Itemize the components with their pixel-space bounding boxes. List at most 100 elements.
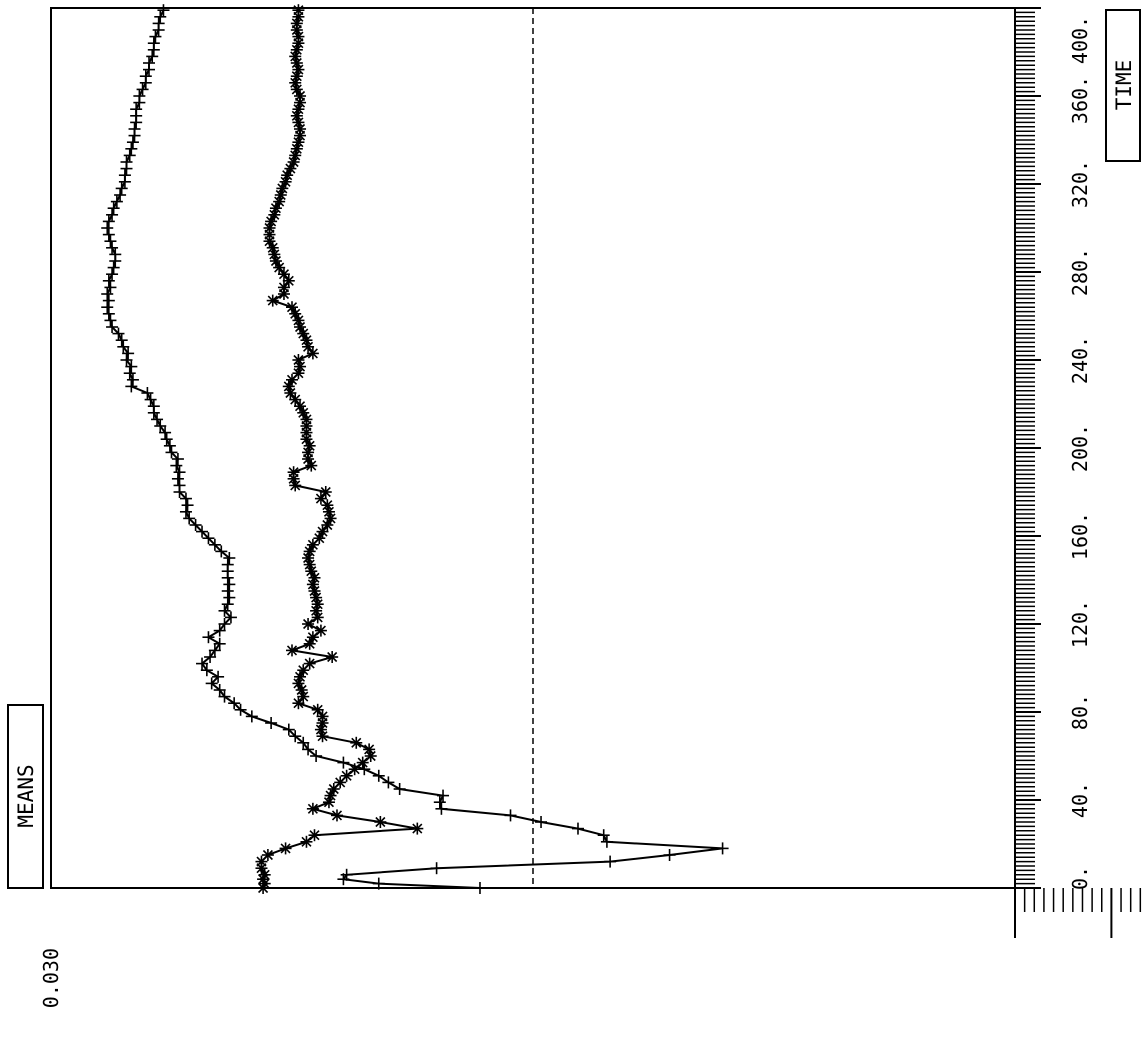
data-point-plus (106, 268, 119, 281)
data-point-asterisk (310, 604, 323, 617)
data-point-plus (223, 552, 236, 564)
data-point-plus (151, 413, 164, 426)
data-point-plus (600, 835, 613, 848)
data-point-plus (115, 182, 128, 195)
data-point-asterisk (306, 802, 319, 815)
means-axis-label: MEANS (14, 764, 38, 827)
data-point-plus (289, 730, 302, 743)
asterisk-marker-d2 (286, 645, 298, 656)
time-axis-label: TIME (1112, 60, 1136, 111)
series-line-asterisk (260, 10, 418, 889)
asterisk-marker-d2 (306, 460, 317, 471)
asterisk-marker-d2 (290, 150, 301, 161)
asterisk-marker-d2 (269, 209, 280, 220)
means-tick-label: 0.030 (39, 948, 63, 1008)
data-point-plus (473, 882, 486, 894)
data-point-asterisk (311, 703, 324, 716)
asterisk-marker-d2 (267, 242, 278, 253)
data-point-plus (204, 651, 217, 663)
time-tick-label: 280. (1068, 248, 1092, 296)
data-point-plus (340, 868, 353, 881)
data-point-asterisk (306, 347, 319, 360)
data-point-plus (213, 624, 226, 637)
data-point-asterisk (314, 492, 327, 505)
asterisk-marker-d2 (280, 176, 291, 187)
asterisk-marker-d2 (280, 843, 291, 854)
asterisk-marker-d2 (293, 315, 304, 326)
asterisk-marker-d2 (341, 770, 352, 781)
data-point-plus (139, 70, 152, 83)
asterisk-marker-d2 (291, 44, 302, 55)
asterisk-marker-d2 (298, 328, 309, 339)
data-point-plus (118, 169, 131, 182)
data-point-plus (213, 684, 226, 696)
data-point-plus (126, 136, 139, 149)
data-point-plus (165, 446, 178, 459)
asterisk-marker-d2 (304, 440, 315, 451)
data-point-plus (208, 644, 221, 657)
time-tick-label: 40. (1068, 782, 1092, 818)
asterisk-marker-d2 (290, 308, 301, 319)
time-tick-label: 80. (1068, 694, 1092, 730)
data-point-asterisk (316, 710, 329, 723)
data-point-plus (372, 877, 385, 890)
asterisk-marker-d2 (307, 803, 318, 814)
asterisk-marker-d2 (278, 269, 290, 280)
data-point-asterisk (411, 822, 424, 835)
data-point-plus (202, 631, 215, 644)
data-point-plus (163, 439, 176, 452)
asterisk-marker-d2 (259, 869, 270, 880)
data-point-plus (101, 222, 114, 234)
data-point-asterisk (279, 842, 292, 855)
data-point-asterisk (300, 835, 313, 848)
data-point-asterisk (286, 301, 298, 314)
asterisk-marker-d2 (274, 262, 285, 273)
data-point-plus (173, 479, 186, 492)
data-point-asterisk (268, 248, 281, 261)
data-point-plus (143, 57, 156, 69)
asterisk-marker-d2 (288, 156, 299, 168)
asterisk-marker-d2 (283, 275, 294, 286)
data-point-asterisk (374, 816, 387, 828)
data-point-plus (223, 591, 236, 604)
time-tick-label: 240. (1068, 336, 1092, 384)
data-point-plus (146, 50, 159, 63)
data-point-asterisk (302, 618, 315, 630)
data-point-plus (136, 83, 149, 96)
asterisk-marker-d2 (315, 625, 326, 636)
data-point-plus (171, 472, 184, 485)
asterisk-marker-d2 (301, 335, 312, 346)
asterisk-marker-d2 (301, 414, 312, 425)
data-point-plus (716, 842, 729, 855)
time-axis: 0. 40. 80. 120. 160. 200. 240. 280. 320. 360. 400. (1015, 7, 1092, 890)
data-point-plus (597, 829, 610, 842)
asterisk-marker-d2 (309, 830, 320, 841)
data-point-plus (179, 492, 192, 505)
data-point-plus (101, 301, 114, 314)
asterisk-marker-d2 (296, 684, 307, 696)
data-point-asterisk (292, 354, 305, 366)
asterisk-marker-d2 (309, 572, 320, 583)
data-point-asterisk (316, 525, 329, 538)
time-tick-label: 120. (1068, 600, 1092, 648)
data-point-plus (152, 17, 165, 30)
data-point-asterisk (340, 769, 353, 782)
time-tick-label: 400. (1068, 16, 1092, 64)
data-point-plus (302, 743, 315, 756)
data-point-plus (133, 90, 146, 102)
data-point-plus (122, 347, 135, 360)
asterisk-marker-d2 (293, 678, 304, 689)
data-point-asterisk (350, 736, 363, 749)
data-point-plus (372, 769, 385, 782)
data-point-plus (179, 505, 192, 518)
asterisk-marker-d2 (291, 143, 302, 154)
data-point-asterisk (277, 281, 290, 294)
data-point-plus (107, 261, 120, 274)
time-tick-label: 0. (1068, 866, 1092, 890)
data-point-plus (196, 525, 209, 538)
data-point-plus (106, 208, 119, 221)
data-point-plus (337, 756, 350, 769)
data-point-asterisk (363, 743, 376, 756)
data-point-plus (297, 736, 310, 749)
